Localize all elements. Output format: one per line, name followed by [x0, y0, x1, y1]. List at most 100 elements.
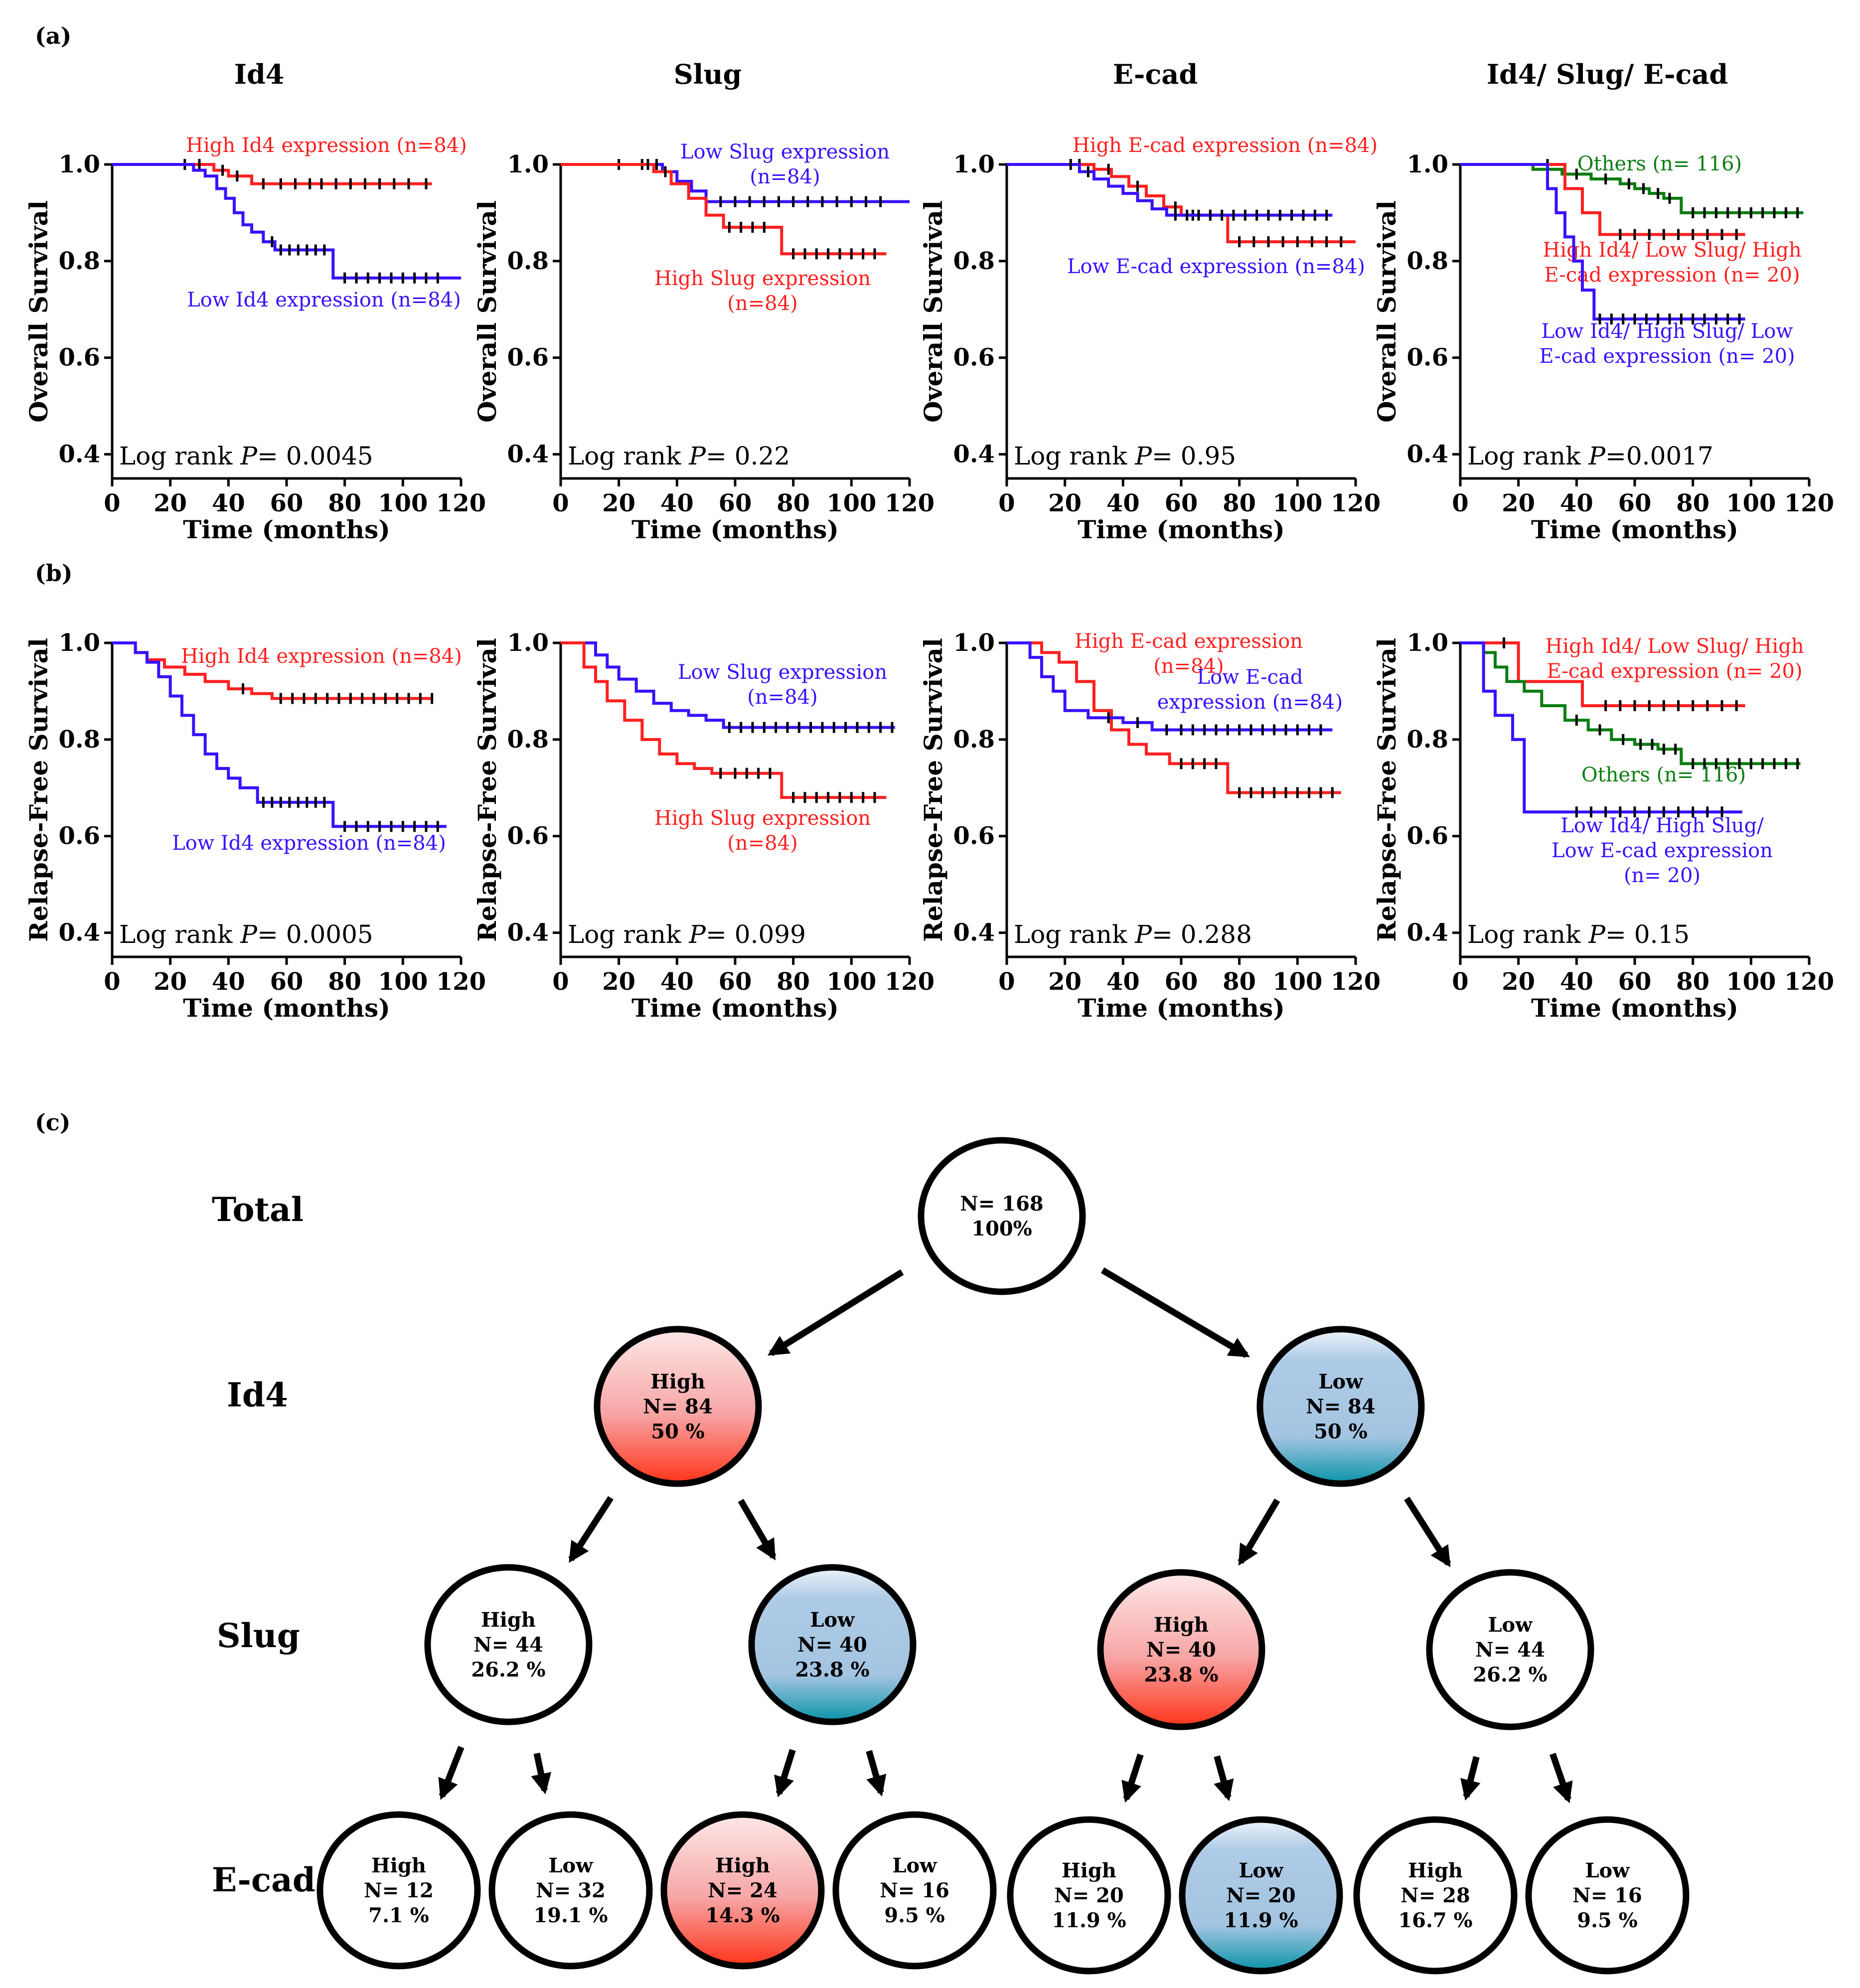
- km-chart-b-4: 0 20 40 60 80 100 120 0.4 0.6 0.8 1.0 Time (months)…: [1372, 629, 1834, 1023]
- y-axis-label: Overall Survival: [919, 200, 948, 423]
- y-tick-label: 0.6: [1406, 822, 1448, 850]
- y-axis-label: Overall Survival: [472, 200, 502, 423]
- x-axis-label: Time (months): [183, 515, 390, 544]
- tree-node-text: Low: [1239, 1859, 1284, 1882]
- tree-node-circle: [1256, 1326, 1425, 1487]
- x-tick-label: 20: [1502, 968, 1535, 996]
- tree-node-circle: [660, 1811, 825, 1970]
- x-tick-label: 60: [270, 968, 304, 996]
- tree-node-text: N= 28: [1400, 1884, 1470, 1907]
- y-axis-label: Relapse-Free Survival: [24, 638, 53, 942]
- tree-node-text: 11.9 %: [1224, 1909, 1298, 1932]
- x-tick-label: 80: [1223, 489, 1256, 517]
- tree-node-text: N= 40: [797, 1633, 867, 1657]
- y-tick-label: 0.4: [953, 919, 995, 947]
- x-tick-label: 80: [1676, 968, 1709, 996]
- y-tick-label: 1.0: [507, 151, 549, 178]
- km-chart-a-2: 0 20 40 60 80 100 120 0.4 0.6 0.8 1.0 Time (months)…: [472, 141, 934, 544]
- tree-node-text: High: [1408, 1859, 1463, 1882]
- km-curve-high: [561, 163, 887, 256]
- x-axis-label: Time (months): [631, 515, 839, 544]
- x-tick-label: 0: [998, 489, 1015, 517]
- x-tick-label: 40: [660, 489, 694, 517]
- tree-node-circle: [1179, 1816, 1343, 1975]
- tree-arrow: [1550, 1753, 1573, 1804]
- series-label-low: Low E-cad expression (n=84): [1157, 666, 1343, 714]
- km-curve-high: [561, 641, 887, 799]
- tree-row-label-id4: Id4: [227, 1376, 288, 1414]
- km-curve-low: [112, 641, 447, 828]
- tree-arrow: [768, 1269, 904, 1357]
- tree-node-text: 23.8 %: [795, 1658, 869, 1682]
- y-tick-label: 0.4: [507, 441, 549, 468]
- km-curve-high: [1007, 641, 1341, 794]
- series-label-high: High Id4 expression (n=84): [181, 645, 462, 668]
- tree-node-text: N= 44: [1475, 1638, 1545, 1662]
- tree-node-text: 9.5 %: [884, 1904, 945, 1927]
- x-tick-label: 40: [212, 489, 245, 517]
- x-tick-label: 120: [436, 968, 486, 996]
- logrank-pvalue: Log rank P=0.0017: [1467, 442, 1713, 470]
- y-tick-label: 0.6: [953, 344, 995, 372]
- column-title-slug: Slug: [674, 58, 742, 90]
- x-tick-label: 20: [1048, 968, 1082, 996]
- column-title-id4: Id4: [234, 58, 285, 90]
- tree-arrow: [531, 1752, 552, 1795]
- x-tick-label: 100: [826, 489, 876, 517]
- x-tick-label: 120: [885, 968, 934, 996]
- x-tick-label: 100: [378, 968, 428, 996]
- y-tick-label: 0.8: [507, 247, 549, 275]
- series-label-low: Low Slug expression (n=84): [678, 661, 887, 709]
- x-tick-label: 60: [1618, 489, 1652, 517]
- tree-node-text: Low: [1318, 1370, 1364, 1393]
- y-tick-label: 0.4: [953, 441, 995, 468]
- x-axis-label: Time (months): [631, 993, 839, 1023]
- y-axis-label: Relapse-Free Survival: [1372, 638, 1401, 942]
- x-tick-label: 20: [602, 489, 635, 517]
- x-tick-label: 40: [1560, 968, 1593, 996]
- y-tick-label: 1.0: [953, 151, 995, 178]
- tree-node-circle: [424, 1564, 593, 1725]
- x-tick-label: 0: [1452, 968, 1468, 996]
- panel-c-label: (c): [35, 1109, 71, 1136]
- tree-row-label-slug: Slug: [217, 1616, 300, 1655]
- logrank-pvalue: Log rank P= 0.099: [568, 920, 806, 949]
- km-curve-others: [1460, 163, 1804, 214]
- y-tick-label: 0.4: [58, 919, 100, 947]
- tree-node-text: 23.8 %: [1144, 1663, 1218, 1686]
- series-label-low: Low Id4/ High Slug/Low E-cad expression(…: [1551, 814, 1773, 887]
- tree-node-text: N= 32: [536, 1879, 606, 1902]
- tree-arrow: [1214, 1755, 1234, 1802]
- x-tick-label: 120: [1331, 489, 1381, 517]
- tree-node-text: N= 24: [708, 1879, 777, 1902]
- series-label-low: Low Id4 expression (n=84): [172, 832, 446, 855]
- tree-node-text: High: [1062, 1859, 1116, 1882]
- tree-node-text: High: [715, 1854, 770, 1877]
- tree-node-text: N= 40: [1146, 1638, 1216, 1662]
- x-tick-label: 0: [1452, 489, 1468, 517]
- tree-row-label-total: Total: [212, 1190, 304, 1229]
- x-tick-label: 0: [552, 968, 569, 996]
- x-tick-label: 20: [602, 968, 635, 996]
- y-tick-label: 0.8: [507, 726, 549, 754]
- series-label-low: Low E-cad expression (n=84): [1067, 255, 1365, 278]
- y-tick-label: 0.6: [507, 344, 549, 372]
- x-tick-label: 80: [1676, 489, 1709, 517]
- logrank-pvalue: Log rank P= 0.288: [1014, 920, 1252, 949]
- km-curve-low: [1460, 641, 1742, 814]
- y-tick-label: 0.6: [507, 822, 549, 850]
- tree-node-circle: [832, 1811, 997, 1970]
- km-chart-a-4: 0 20 40 60 80 100 120 0.4 0.6 0.8 1.0 Time (months)…: [1372, 151, 1834, 544]
- km-curve-high: [1460, 641, 1745, 707]
- x-tick-label: 120: [436, 489, 486, 517]
- y-axis-label: Overall Survival: [1372, 200, 1401, 423]
- x-tick-label: 100: [1726, 489, 1776, 517]
- y-tick-label: 1.0: [58, 151, 100, 178]
